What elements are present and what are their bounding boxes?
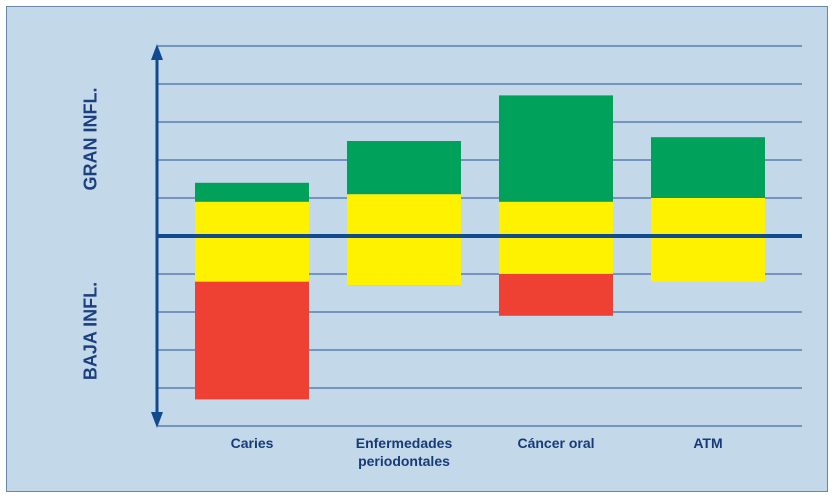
y-lower-label: BAJA INFL. [80, 281, 101, 381]
bar-segment [347, 194, 461, 286]
bar-segment [195, 201, 309, 282]
y-axis-arrow-down [151, 412, 163, 428]
x-tick-label: Enfermedades periodontales [324, 434, 484, 470]
x-tick-label: Caries [172, 434, 332, 452]
x-tick-label-line: Cáncer oral [517, 435, 595, 451]
bar-segment [499, 95, 613, 202]
x-tick-label-line: periodontales [358, 453, 450, 469]
chart-panel: GRAN INFL. BAJA INFL. Caries Enfermedades… [6, 6, 828, 492]
bar-segment [195, 281, 309, 400]
y-upper-label: GRAN INFL. [80, 87, 101, 191]
x-tick-label: ATM [628, 434, 788, 452]
bar-segment [195, 182, 309, 202]
x-tick-label: Cáncer oral [476, 434, 636, 452]
bar-segment [651, 137, 765, 198]
bar-segment [651, 198, 765, 282]
bar-segment [347, 141, 461, 195]
bar-segment [499, 274, 613, 316]
x-tick-label-line: Enfermedades [355, 435, 453, 451]
x-tick-label-line: Caries [230, 435, 274, 451]
x-tick-label-line: ATM [693, 435, 723, 451]
chart-plot [151, 44, 802, 428]
y-axis-arrow-up [151, 44, 163, 60]
